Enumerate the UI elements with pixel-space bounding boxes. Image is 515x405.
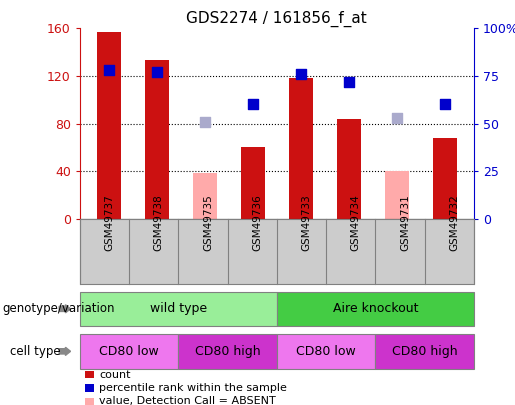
Point: [345, 79, 353, 85]
Text: count: count: [99, 370, 131, 379]
Text: GSM49732: GSM49732: [449, 194, 459, 251]
Text: cell type: cell type: [10, 345, 61, 358]
Bar: [289, 78, 313, 219]
Text: genotype/variation: genotype/variation: [3, 302, 115, 315]
Text: CD80 low: CD80 low: [99, 345, 159, 358]
Point: [105, 67, 113, 73]
Bar: [385, 171, 409, 219]
Text: GSM49737: GSM49737: [105, 194, 114, 251]
Point: [201, 118, 209, 125]
Text: GSM49731: GSM49731: [400, 194, 410, 251]
Text: percentile rank within the sample: percentile rank within the sample: [99, 383, 287, 393]
Text: GSM49733: GSM49733: [301, 194, 312, 251]
Bar: [433, 138, 457, 219]
Point: [393, 115, 401, 121]
Text: GSM49734: GSM49734: [351, 194, 360, 251]
Point: [297, 71, 305, 77]
Text: Aire knockout: Aire knockout: [333, 302, 418, 315]
Point: [249, 101, 257, 108]
Text: CD80 low: CD80 low: [296, 345, 356, 358]
Text: value, Detection Call = ABSENT: value, Detection Call = ABSENT: [99, 396, 276, 405]
Text: GSM49736: GSM49736: [252, 194, 262, 251]
Text: GSM49738: GSM49738: [153, 194, 164, 251]
Bar: [145, 60, 169, 219]
Point: [441, 101, 449, 108]
Text: wild type: wild type: [150, 302, 207, 315]
Bar: [241, 147, 265, 219]
Text: CD80 high: CD80 high: [392, 345, 457, 358]
Point: [152, 69, 161, 75]
Bar: [193, 173, 217, 219]
Title: GDS2274 / 161856_f_at: GDS2274 / 161856_f_at: [186, 11, 367, 27]
Text: CD80 high: CD80 high: [195, 345, 261, 358]
Bar: [337, 119, 361, 219]
Bar: [97, 32, 121, 219]
Text: GSM49735: GSM49735: [203, 194, 213, 251]
